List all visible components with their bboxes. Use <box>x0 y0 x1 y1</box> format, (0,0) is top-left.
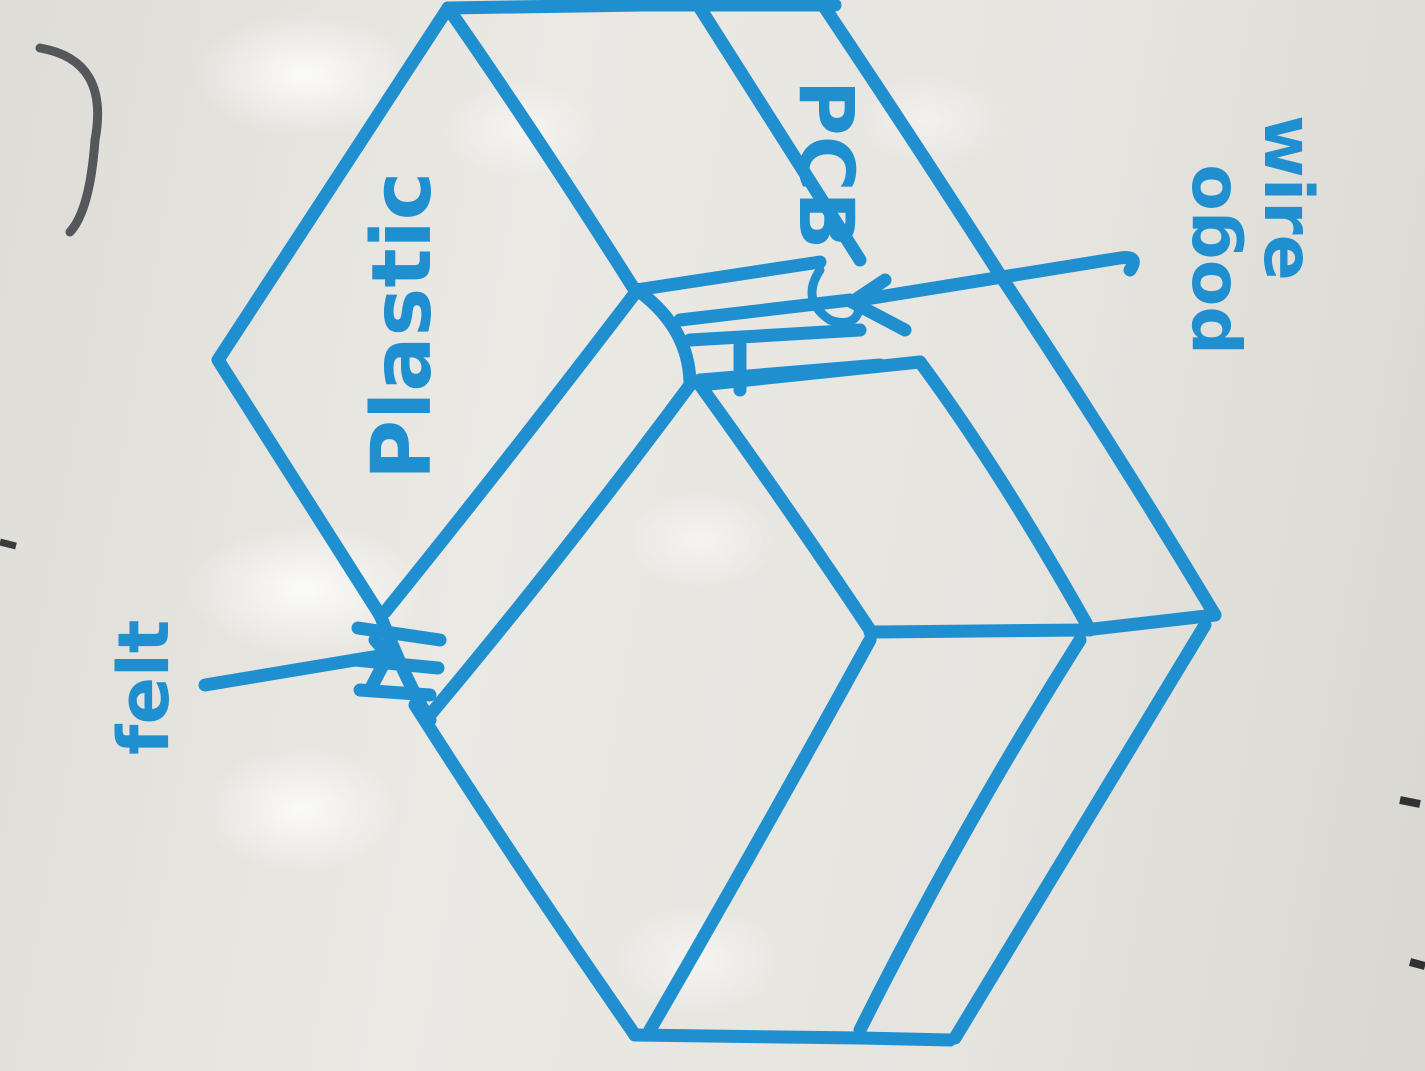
pogo-arrow-shaft <box>853 251 1140 307</box>
pogo-cluster-corner <box>633 285 697 392</box>
pcb-layer-outer-edge <box>818 1 1007 282</box>
layered-box-sketch <box>211 0 1222 1047</box>
label-plastic: Plastic <box>355 172 450 480</box>
body-front-top-edge <box>423 378 697 722</box>
body-right-top-edge <box>863 608 1222 639</box>
label-pogo: pogo <box>1168 164 1247 355</box>
body-left-bottom-edge <box>408 698 642 1042</box>
body-front-vertical-edge <box>643 633 877 1037</box>
label-pcb: PCB <box>782 80 871 249</box>
pogo-pin-line-2 <box>683 323 867 347</box>
body-back-vertical-edge <box>948 618 1212 1045</box>
felt-arrow-shaft <box>198 648 392 692</box>
pogo-pin-circle <box>807 265 865 327</box>
frame-mark-left <box>0 538 17 550</box>
pogo-pin-line-1 <box>673 293 857 327</box>
pcb-layer-inner-edge <box>693 1 867 267</box>
plastic-layer-front-edge <box>378 285 643 619</box>
frame-mark-right-lower <box>1408 958 1425 970</box>
plastic-layer-inner-edge <box>441 1 643 299</box>
label-felt: felt <box>103 620 185 755</box>
frame-mark-right <box>1399 796 1421 808</box>
plastic-layer-outer-edge <box>211 1 455 622</box>
body-mid-vertical-edge <box>853 633 1087 1037</box>
felt-arrow-head <box>363 633 395 697</box>
label-wire: wire <box>1248 115 1327 281</box>
body-inner-rear-edge <box>913 355 1097 637</box>
pcb-layer-step-edge <box>629 255 827 297</box>
body-bottom-edge <box>628 1028 957 1047</box>
pcb-layer-top-edge <box>441 0 842 15</box>
body-right-rear-edge <box>993 268 1222 622</box>
binder-clip-mark <box>35 43 103 237</box>
pogo-pin-line-3 <box>693 358 887 387</box>
body-middle-edge <box>693 378 877 637</box>
pogo-arrow-head <box>845 273 912 337</box>
